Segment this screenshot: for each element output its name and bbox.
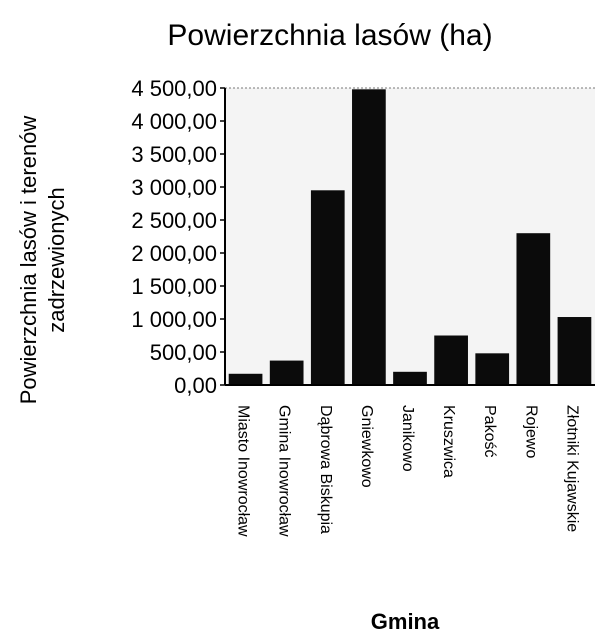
bar-series: [228, 89, 592, 385]
chart-title: Powierzchnia lasów (ha): [167, 19, 492, 52]
x-tick-label: Pakość: [481, 405, 498, 457]
bar: [310, 190, 345, 385]
y-tick-label: 2 500,00: [131, 208, 217, 233]
y-tick-label: 4 500,00: [131, 76, 217, 101]
x-tick-label: Kruszwica: [440, 405, 457, 478]
y-axis-title-line-2: zadrzewionych: [44, 187, 69, 333]
x-axis-ticks: Miasto Inowrocław Gmina Inowrocław Dąbrowa…: [235, 405, 581, 537]
y-tick-label: 2 000,00: [131, 241, 217, 266]
bar: [352, 89, 386, 385]
y-tick-label: 4 000,00: [131, 109, 217, 134]
x-tick-label: Dąbrowa Biskupia: [317, 405, 334, 534]
bar: [475, 353, 510, 385]
y-axis-title-line-1: Powierzchnia lasów i terenów: [16, 116, 41, 405]
y-tick-label: 0,00: [174, 373, 217, 398]
x-tick-label: Miasto Inowrocław: [235, 405, 252, 537]
y-tick-label: 500,00: [150, 340, 217, 365]
x-tick-label: Złotniki Kujawskie: [563, 405, 580, 532]
bar: [269, 360, 304, 385]
x-tick-label: Gniewkowo: [358, 405, 375, 488]
y-axis-ticks: 0,00 500,00 1 000,00 1 500,00 2 000,00 2 500,…: [131, 76, 225, 398]
bar: [516, 233, 551, 385]
y-tick-label: 3 000,00: [131, 175, 217, 200]
bar: [228, 373, 263, 385]
x-tick-label: Gmina Inowrocław: [276, 405, 293, 537]
x-tick-label: Rojewo: [522, 405, 539, 458]
bar: [434, 335, 468, 385]
bar: [393, 371, 427, 385]
y-tick-label: 3 500,00: [131, 142, 217, 167]
y-tick-label: 1 000,00: [131, 307, 217, 332]
y-tick-label: 1 500,00: [131, 274, 217, 299]
x-axis-title: Gmina: [371, 609, 440, 634]
bar: [557, 317, 592, 385]
x-tick-label: Janikowo: [399, 405, 416, 472]
